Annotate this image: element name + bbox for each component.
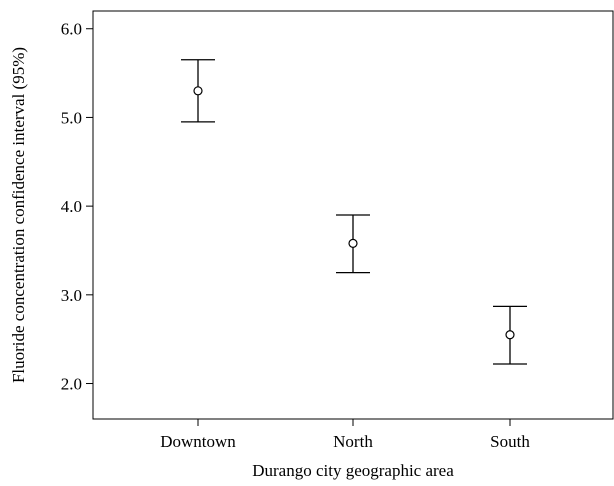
mean-point — [348, 238, 358, 248]
mean-point — [193, 86, 203, 96]
y-tick-label: 2.0 — [61, 375, 82, 394]
mean-point — [505, 330, 515, 340]
x-axis-title: Durango city geographic area — [252, 461, 454, 480]
error-bar-south — [493, 305, 527, 365]
y-tick-label: 4.0 — [61, 197, 82, 216]
x-axis: Downtown North South — [160, 419, 530, 451]
x-tick-label: North — [333, 432, 373, 451]
y-tick-label: 5.0 — [61, 108, 82, 127]
error-bar-north — [336, 214, 370, 274]
y-tick-label: 6.0 — [61, 20, 82, 39]
error-bar-downtown — [181, 59, 215, 123]
x-tick-label: Downtown — [160, 432, 236, 451]
x-tick-label: South — [490, 432, 530, 451]
error-bars — [181, 59, 527, 365]
y-tick-label: 3.0 — [61, 286, 82, 305]
y-axis-title: Fluoride concentration confidence interv… — [9, 47, 28, 383]
y-axis: 2.0 3.0 4.0 5.0 6.0 — [61, 20, 93, 394]
